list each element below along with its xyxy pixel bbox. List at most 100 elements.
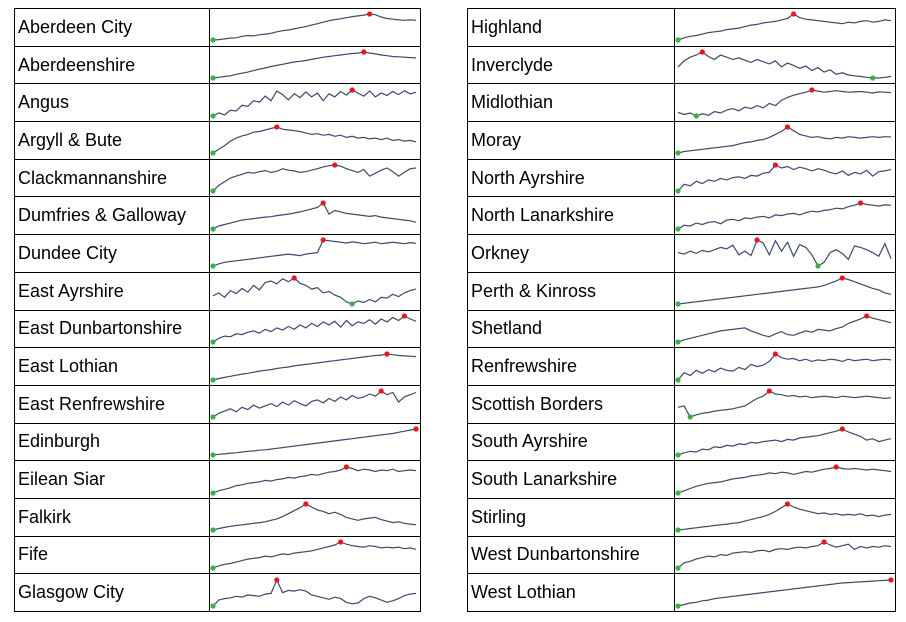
council-name-south-lanarkshire: South Lanarkshire: [467, 460, 675, 499]
sparkline-east-ayrshire: [212, 275, 417, 307]
max-marker: [754, 237, 760, 244]
sparkline-moray: [675, 124, 892, 157]
table-row: Dundee City: [14, 234, 421, 273]
min-marker: [675, 489, 681, 496]
sparkline-series: [212, 13, 417, 41]
max-marker: [320, 237, 326, 244]
sparkline-series: [677, 126, 892, 154]
min-marker: [210, 263, 216, 270]
sparkline-series: [677, 315, 892, 343]
sparkline-midlothian: [677, 87, 892, 119]
sparkline-cell: [674, 422, 896, 462]
max-marker: [766, 388, 772, 394]
sparkline-series: [212, 428, 417, 456]
table-row: North Lanarkshire: [467, 196, 896, 236]
sparkline-highland: [675, 11, 892, 43]
council-name-aberdeen-city: Aberdeen City: [14, 8, 210, 47]
table-row: Midlothian: [467, 83, 896, 123]
table-row: North Ayrshire: [467, 158, 896, 198]
table-row: Eilean Siar: [14, 460, 421, 499]
sparkline-cell: [209, 45, 421, 85]
sparkline-fife: [210, 539, 417, 571]
min-marker: [210, 37, 216, 43]
sparkline-cell: [674, 234, 896, 273]
sparkline-cell: [674, 535, 896, 575]
max-marker: [274, 577, 280, 583]
min-marker: [870, 75, 876, 81]
max-marker: [361, 49, 367, 55]
sparkline-series: [677, 503, 892, 531]
sparkline-series: [677, 239, 892, 268]
sparkline-cell: [674, 45, 896, 85]
council-name-stirling: Stirling: [467, 497, 675, 537]
sparkline-series: [677, 465, 892, 494]
max-marker: [367, 11, 373, 17]
sparkline-aberdeen-city: [210, 11, 417, 43]
sparkline-cell: [209, 234, 421, 273]
sparkline-scottish-borders: [677, 388, 892, 420]
council-name-east-dunbartonshire: East Dunbartonshire: [14, 309, 210, 349]
sparkline-north-ayrshire: [675, 162, 892, 194]
council-name-aberdeenshire: Aberdeenshire: [14, 45, 210, 85]
council-name-orkney: Orkney: [467, 234, 675, 273]
table-row: West Dunbartonshire: [467, 535, 896, 575]
sparkline-cell: [209, 422, 421, 462]
table-row: Stirling: [467, 497, 896, 537]
sparkline-series: [677, 202, 892, 230]
table-row: East Ayrshire: [14, 271, 421, 311]
min-marker: [815, 263, 821, 270]
max-marker: [839, 426, 845, 432]
council-name-east-renfrewshire: East Renfrewshire: [14, 384, 210, 424]
min-marker: [675, 339, 681, 345]
sparkline-series: [212, 578, 417, 607]
table-row: Clackmannanshire: [14, 158, 421, 198]
min-marker: [210, 565, 216, 571]
sparkline-falkirk: [210, 501, 417, 533]
min-marker: [675, 527, 681, 533]
sparkline-series: [677, 277, 892, 305]
council-name-angus: Angus: [14, 83, 210, 123]
sparkline-cell: [674, 384, 896, 424]
min-marker: [693, 113, 699, 119]
sparkline-cell: [209, 121, 421, 160]
min-marker: [210, 339, 216, 345]
table-row: Orkney: [467, 234, 896, 273]
max-marker: [291, 275, 297, 281]
max-marker: [833, 463, 839, 470]
council-table-left: Aberdeen City Aberdeenshire Angus Argyll & …: [14, 8, 421, 612]
min-marker: [210, 489, 216, 496]
sparkline-series: [677, 390, 892, 418]
min-marker: [210, 527, 216, 533]
sparkline-clackmannanshire: [210, 162, 417, 194]
sparkline-cell: [209, 309, 421, 349]
sparkline-cell: [209, 83, 421, 123]
max-marker: [378, 388, 384, 394]
sparkline-series: [212, 503, 417, 531]
sparkline-aberdeenshire: [210, 49, 417, 81]
council-name-north-lanarkshire: North Lanarkshire: [467, 196, 675, 236]
min-marker: [210, 376, 216, 383]
table-row: Inverclyde: [467, 45, 896, 85]
sparkline-series: [212, 277, 417, 305]
sparkline-series: [212, 201, 417, 230]
council-name-dundee-city: Dundee City: [14, 234, 210, 273]
sparkline-cell: [674, 573, 896, 612]
max-marker: [784, 501, 791, 507]
max-marker: [338, 539, 344, 545]
max-marker: [821, 539, 827, 545]
sparkline-renfrewshire: [675, 350, 892, 383]
sparkline-north-lanarkshire: [675, 200, 892, 232]
council-name-east-ayrshire: East Ayrshire: [14, 271, 210, 311]
council-name-perth-and-kinross: Perth & Kinross: [467, 271, 675, 311]
sparkline-stirling: [675, 501, 892, 533]
sparkline-east-lothian: [210, 350, 417, 383]
min-marker: [349, 301, 355, 307]
council-name-moray: Moray: [467, 121, 675, 160]
sparkline-series: [212, 465, 417, 494]
sparkline-west-dunbartonshire: [675, 539, 892, 571]
sparkline-cell: [209, 460, 421, 499]
table-row: Dumfries & Galloway: [14, 196, 421, 236]
sparkline-cell: [674, 158, 896, 198]
sparkline-cell: [209, 196, 421, 236]
sparkline-east-dunbartonshire: [210, 313, 417, 345]
